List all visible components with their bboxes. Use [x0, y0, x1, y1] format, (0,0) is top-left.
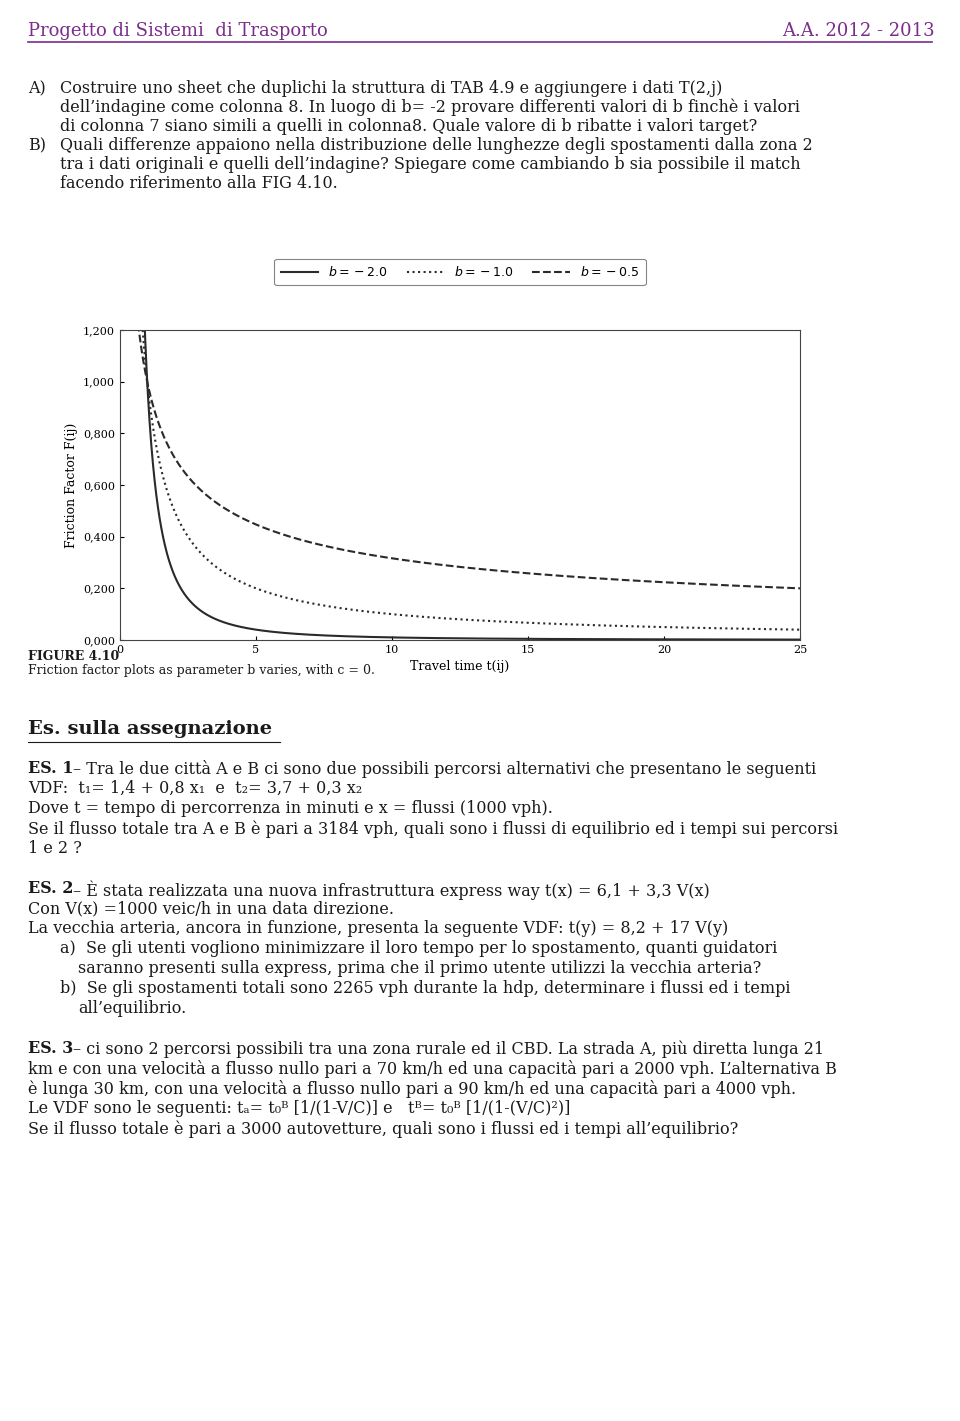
- Text: Costruire uno sheet che duplichi la struttura di TAB 4.9 e aggiungere i dati T(2: Costruire uno sheet che duplichi la stru…: [60, 80, 722, 97]
- Text: tra i dati originali e quelli dell’indagine? Spiegare come cambiando b sia possi: tra i dati originali e quelli dell’indag…: [60, 156, 801, 173]
- Text: a)  Se gli utenti vogliono minimizzare il loro tempo per lo spostamento, quanti : a) Se gli utenti vogliono minimizzare il…: [60, 941, 778, 956]
- Text: A.A. 2012 - 2013: A.A. 2012 - 2013: [782, 21, 935, 40]
- Text: b)  Se gli spostamenti totali sono 2265 vph durante la hdp, determinare i flussi: b) Se gli spostamenti totali sono 2265 v…: [60, 980, 790, 998]
- Text: facendo riferimento alla FIG 4.10.: facendo riferimento alla FIG 4.10.: [60, 175, 338, 192]
- Text: all’equilibrio.: all’equilibrio.: [78, 1000, 186, 1017]
- Text: Se il flusso totale è pari a 3000 autovetture, quali sono i flussi ed i tempi al: Se il flusso totale è pari a 3000 autove…: [28, 1120, 738, 1137]
- Text: – ci sono 2 percorsi possibili tra una zona rurale ed il CBD. La strada A, più d: – ci sono 2 percorsi possibili tra una z…: [73, 1040, 824, 1057]
- X-axis label: Travel time t(ij): Travel time t(ij): [410, 661, 510, 674]
- Text: La vecchia arteria, ancora in funzione, presenta la seguente VDF: t(y) = 8,2 + 1: La vecchia arteria, ancora in funzione, …: [28, 919, 729, 936]
- Text: Quali differenze appaiono nella distribuzione delle lunghezze degli spostamenti : Quali differenze appaiono nella distribu…: [60, 136, 813, 153]
- Text: 1 e 2 ?: 1 e 2 ?: [28, 840, 82, 857]
- Y-axis label: Friction Factor F(ij): Friction Factor F(ij): [64, 422, 78, 547]
- Text: Se il flusso totale tra A e B è pari a 3184 vph, quali sono i flussi di equilibr: Se il flusso totale tra A e B è pari a 3…: [28, 820, 838, 837]
- Text: VDF:  t₁= 1,4 + 0,8 x₁  e  t₂= 3,7 + 0,3 x₂: VDF: t₁= 1,4 + 0,8 x₁ e t₂= 3,7 + 0,3 x₂: [28, 780, 362, 797]
- Text: ES. 1: ES. 1: [28, 760, 74, 777]
- Text: – Tra le due città A e B ci sono due possibili percorsi alternativi che presenta: – Tra le due città A e B ci sono due pos…: [73, 760, 816, 779]
- Text: di colonna 7 siano simili a quelli in colonna8. Quale valore di b ribatte i valo: di colonna 7 siano simili a quelli in co…: [60, 118, 757, 135]
- Text: Con V(x) =1000 veic/h in una data direzione.: Con V(x) =1000 veic/h in una data direzi…: [28, 899, 394, 917]
- Legend: $b = -2.0$, $b = -1.0$, $b = -0.5$: $b = -2.0$, $b = -1.0$, $b = -0.5$: [275, 259, 646, 286]
- Text: B): B): [28, 136, 46, 153]
- Text: Es. sulla assegnazione: Es. sulla assegnazione: [28, 720, 272, 737]
- Text: FIGURE 4.10: FIGURE 4.10: [28, 649, 119, 664]
- Text: Le VDF sono le seguenti: tₐ= t₀ᴮ [1/(1-V/C)] e   tᴮ= t₀ᴮ [1/(1-(V/C)²)]: Le VDF sono le seguenti: tₐ= t₀ᴮ [1/(1-V…: [28, 1100, 570, 1117]
- Text: dell’indagine come colonna 8. In luogo di b= -2 provare differenti valori di b f: dell’indagine come colonna 8. In luogo d…: [60, 99, 800, 117]
- Text: Dove t = tempo di percorrenza in minuti e x = flussi (1000 vph).: Dove t = tempo di percorrenza in minuti …: [28, 800, 553, 817]
- Text: è lunga 30 km, con una velocità a flusso nullo pari a 90 km/h ed una capacità pa: è lunga 30 km, con una velocità a flusso…: [28, 1080, 796, 1098]
- Text: Friction factor plots as parameter b varies, with c = 0.: Friction factor plots as parameter b var…: [28, 664, 374, 676]
- Text: A): A): [28, 80, 46, 97]
- Text: ES. 3: ES. 3: [28, 1040, 73, 1057]
- Text: – È stata realizzata una nuova infrastruttura express way t(x) = 6,1 + 3,3 V(x): – È stata realizzata una nuova infrastru…: [73, 880, 709, 899]
- Text: ES. 2: ES. 2: [28, 880, 74, 897]
- Text: km e con una velocità a flusso nullo pari a 70 km/h ed una capacità pari a 2000 : km e con una velocità a flusso nullo par…: [28, 1060, 837, 1079]
- Text: Progetto di Sistemi  di Trasporto: Progetto di Sistemi di Trasporto: [28, 21, 327, 40]
- Text: saranno presenti sulla express, prima che il primo utente utilizzi la vecchia ar: saranno presenti sulla express, prima ch…: [78, 961, 761, 978]
